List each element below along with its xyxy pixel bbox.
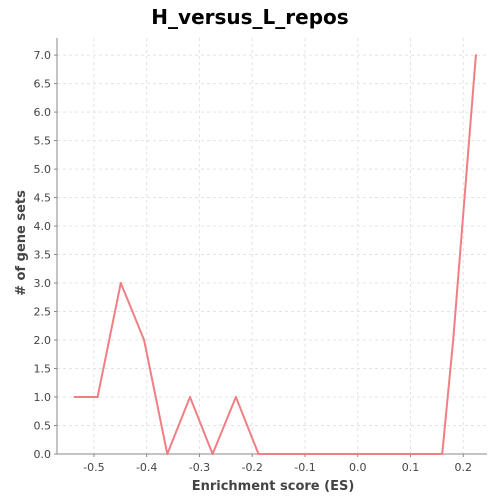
- data-point: [349, 453, 352, 455]
- y-tick-label: 5.0: [34, 163, 52, 176]
- data-point: [257, 453, 260, 455]
- data-point: [96, 396, 99, 399]
- data-point: [417, 453, 420, 455]
- data-point: [372, 453, 375, 455]
- x-tick-label: -0.1: [294, 461, 315, 474]
- y-axis-label: # of gene sets: [14, 190, 29, 296]
- x-tick-label: -0.4: [136, 461, 157, 474]
- data-point: [211, 453, 214, 455]
- grid: [57, 38, 487, 455]
- y-tick-label: 3.5: [34, 249, 52, 262]
- axes: -0.5 -0.4 -0.3 -0.2 -0.1 0.0 0.1 0.2 0.0 0.5 1.0 1.…: [34, 38, 487, 474]
- data-point: [452, 339, 455, 342]
- y-tick-label: 2.0: [34, 334, 52, 347]
- data-point: [280, 453, 283, 455]
- y-tick-label: 6.0: [34, 106, 52, 119]
- data-point: [166, 453, 169, 455]
- y-tick-label: 7.0: [34, 49, 52, 62]
- y-tick-label: 4.5: [34, 192, 52, 205]
- x-tick-label: -0.5: [83, 461, 104, 474]
- y-tick-label: 1.5: [34, 363, 52, 376]
- data-point: [474, 54, 477, 57]
- series-layer: [73, 54, 477, 455]
- data-point: [119, 282, 122, 285]
- data-point: [188, 396, 191, 399]
- data-point: [234, 396, 237, 399]
- y-tick-label: 5.5: [34, 135, 52, 148]
- chart-title: H_versus_L_repos: [151, 5, 348, 29]
- y-tick-label: 2.5: [34, 306, 52, 319]
- y-tick-label: 1.0: [34, 391, 52, 404]
- y-tick-label: 0.5: [34, 420, 52, 433]
- data-point: [395, 453, 398, 455]
- data-point: [73, 396, 76, 399]
- y-tick-label: 6.5: [34, 78, 52, 91]
- data-point: [326, 453, 329, 455]
- data-point: [303, 453, 306, 455]
- x-tick-label: 0.1: [402, 461, 420, 474]
- y-tick-label: 0.0: [34, 448, 52, 461]
- x-tick-label: -0.3: [189, 461, 210, 474]
- data-point: [441, 453, 444, 455]
- x-tick-label: 0.2: [455, 461, 473, 474]
- x-axis-label: Enrichment score (ES): [192, 479, 355, 494]
- data-point: [143, 339, 146, 342]
- y-tick-label: 4.0: [34, 220, 52, 233]
- x-tick-label: 0.0: [349, 461, 367, 474]
- x-tick-label: -0.2: [241, 461, 262, 474]
- y-tick-label: 3.0: [34, 277, 52, 290]
